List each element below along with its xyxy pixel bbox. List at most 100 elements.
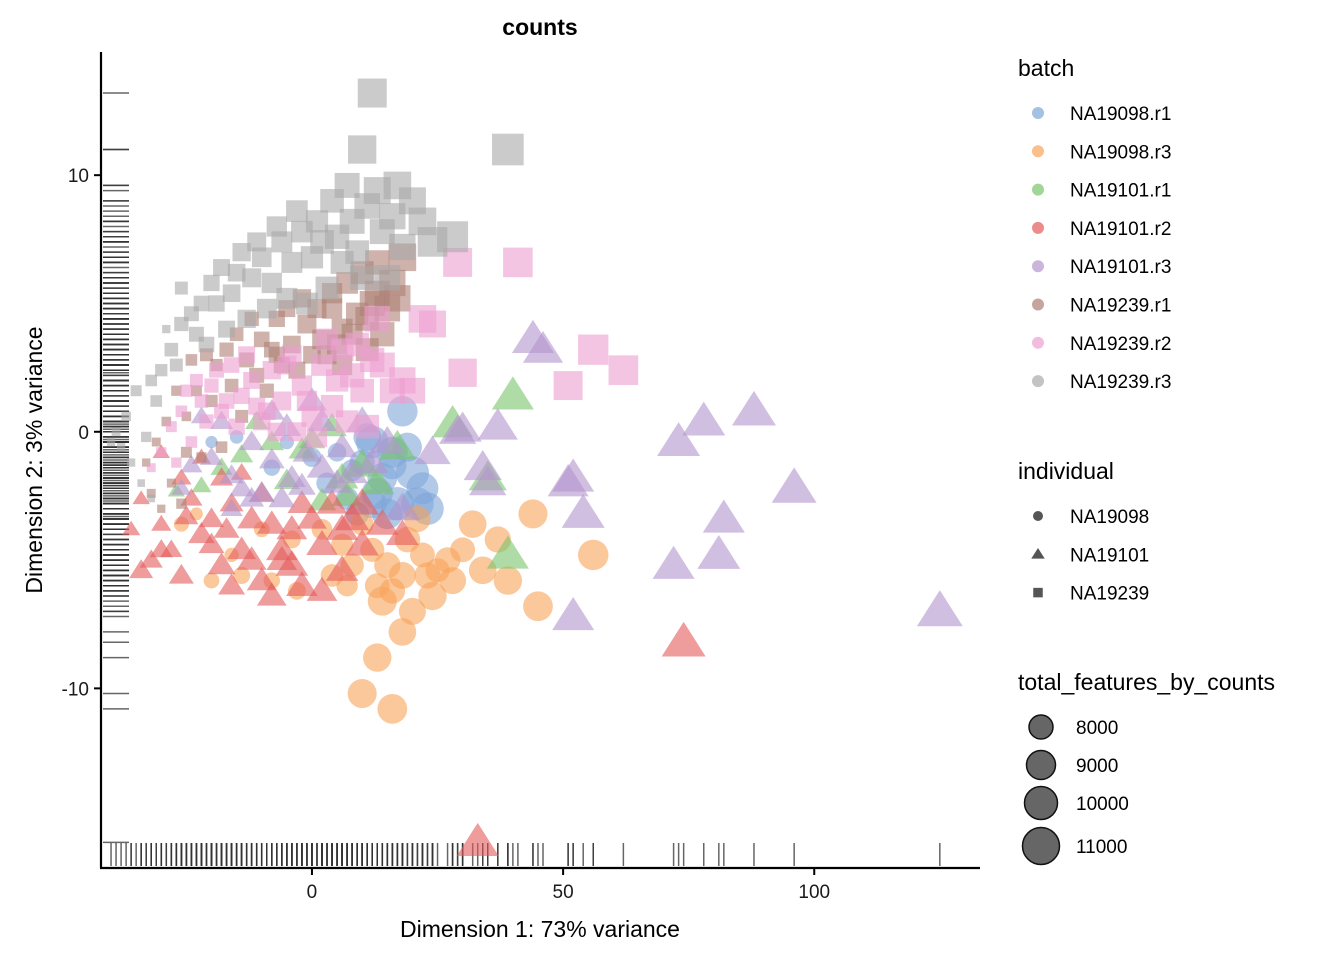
data-point — [456, 822, 499, 856]
data-point — [127, 458, 136, 467]
legend-batch-items: NA19098.r1 NA19098.r3 NA19101.r1 NA19101.r2… — [1032, 104, 1171, 393]
data-point — [146, 488, 156, 498]
data-point — [146, 463, 156, 473]
data-point — [106, 437, 116, 447]
data-point — [267, 422, 286, 441]
data-point — [174, 316, 189, 332]
legend-individual-items: NA19098 NA19101 NA19239 — [1031, 507, 1149, 605]
legend-label-batch: NA19098.r1 — [1070, 104, 1171, 125]
data-point — [297, 505, 327, 529]
data-point — [374, 264, 401, 291]
data-point — [236, 546, 267, 570]
data-point — [145, 374, 158, 387]
data-point — [213, 259, 231, 277]
data-point — [301, 405, 323, 427]
data-point — [272, 391, 292, 411]
legend-swatch-batch — [1032, 183, 1044, 196]
data-point — [233, 566, 251, 585]
data-point — [142, 458, 151, 467]
data-point — [281, 251, 303, 273]
data-point — [174, 505, 199, 525]
data-point — [276, 287, 298, 309]
data-point — [418, 581, 447, 611]
legend-size-items: 8000 9000 10000 11000 — [1021, 714, 1129, 866]
data-point — [492, 133, 524, 166]
data-point — [130, 385, 142, 397]
data-point — [199, 414, 214, 429]
data-point — [491, 376, 534, 410]
data-point — [203, 572, 220, 589]
data-point — [111, 427, 121, 437]
data-point — [377, 694, 408, 724]
data-point — [276, 515, 308, 540]
data-point — [147, 494, 156, 503]
y-tick-label: -10 — [62, 679, 89, 700]
data-point — [357, 78, 387, 108]
legend-title-size: total_features_by_counts — [1018, 669, 1275, 695]
data-point — [210, 457, 233, 475]
legend-label-batch: NA19101.r2 — [1070, 219, 1171, 240]
data-point — [322, 469, 352, 493]
data-point — [438, 414, 477, 444]
data-point — [577, 539, 609, 571]
data-point — [198, 507, 225, 528]
data-point — [155, 364, 168, 377]
data-point — [239, 486, 265, 507]
data-point — [363, 643, 392, 672]
data-point — [139, 549, 163, 568]
data-point — [171, 385, 182, 396]
data-point — [209, 362, 224, 378]
chart-title: counts — [502, 14, 577, 40]
data-point — [661, 621, 706, 657]
data-point — [305, 210, 329, 233]
data-point — [218, 573, 246, 595]
data-point — [189, 373, 203, 387]
data-point — [292, 438, 322, 462]
data-point — [180, 446, 192, 458]
data-point — [169, 358, 183, 372]
legend-label-size: 9000 — [1076, 756, 1118, 777]
data-point — [350, 378, 374, 403]
data-point — [222, 284, 241, 303]
data-point — [213, 517, 240, 538]
data-point — [518, 499, 548, 529]
data-point — [306, 530, 338, 555]
data-point — [388, 618, 417, 646]
data-point — [209, 410, 234, 430]
y-tick-label: 10 — [68, 166, 89, 187]
data-point — [180, 454, 203, 473]
data-point — [300, 246, 324, 269]
data-point — [243, 371, 261, 389]
data-point — [203, 274, 220, 292]
data-point — [389, 233, 416, 261]
data-point — [771, 467, 817, 503]
data-point — [198, 336, 215, 353]
legend-label-individual: NA19098 — [1070, 507, 1149, 528]
data-point — [370, 426, 405, 454]
data-point — [150, 395, 163, 407]
legend-label-batch: NA19101.r3 — [1070, 257, 1171, 278]
data-point — [414, 562, 441, 589]
data-point — [306, 576, 338, 601]
data-point — [233, 387, 250, 404]
data-point — [345, 529, 379, 556]
data-point — [552, 597, 595, 631]
data-point — [166, 478, 176, 488]
data-point — [160, 539, 183, 558]
data-point — [185, 436, 198, 448]
data-point — [256, 582, 287, 606]
data-point — [419, 310, 446, 338]
data-point — [364, 573, 390, 599]
data-point — [315, 276, 339, 300]
data-point — [608, 355, 639, 386]
data-point — [493, 566, 523, 595]
y-axis-label: Dimension 2: 3% variance — [21, 326, 47, 593]
data-point — [468, 556, 497, 585]
data-point — [321, 298, 343, 319]
x-ticks: 0 50 100 — [307, 868, 830, 903]
legend-label-size: 11000 — [1076, 837, 1127, 858]
data-point — [365, 509, 399, 535]
data-point — [239, 430, 265, 451]
legend-swatch-batch — [1032, 260, 1044, 273]
data-point — [275, 550, 309, 576]
